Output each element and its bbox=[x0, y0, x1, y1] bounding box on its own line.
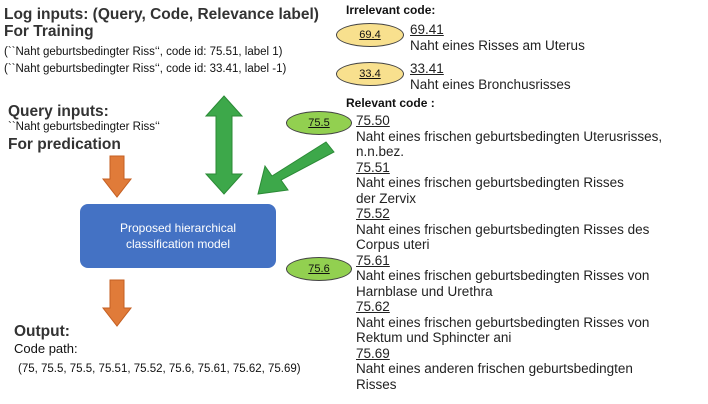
output-heading: Output: bbox=[14, 323, 70, 340]
relevant-desc-line: der Zervix bbox=[356, 190, 417, 206]
irrelevant-desc-1: Naht eines Risses am Uterus bbox=[410, 37, 585, 53]
irrelevant-item-2: 33.41 Naht eines Bronchusrisses bbox=[410, 61, 571, 92]
relevant-code: 75.62 bbox=[356, 299, 390, 314]
relevant-item: 75.51 Naht eines frischen geburtsbedingt… bbox=[356, 160, 662, 207]
relevant-desc-line: Rektum und Sphincter ani bbox=[356, 330, 512, 345]
relevant-item: 75.61 Naht eines frischen geburtsbedingt… bbox=[356, 253, 662, 300]
relevant-code: 75.50 bbox=[356, 113, 390, 128]
irrelevant-code-2: 33.41 bbox=[410, 61, 444, 76]
orange-arrow-to-output bbox=[101, 279, 133, 327]
relevant-desc-line: Corpus uteri bbox=[356, 237, 430, 252]
green-arrow-to-model bbox=[257, 141, 335, 195]
query-heading: Query inputs: bbox=[8, 103, 109, 120]
relevant-desc-line: Naht eines frischen geburtsbedingten Ute… bbox=[356, 128, 663, 144]
irrelevant-desc-2: Naht eines Bronchusrisses bbox=[410, 76, 571, 92]
relevant-code: 75.61 bbox=[356, 252, 390, 268]
orange-arrow-to-model bbox=[101, 155, 133, 198]
relevant-code: 75.52 bbox=[356, 206, 390, 221]
relevant-item: 75.69 Naht eines anderen frischen geburt… bbox=[356, 346, 662, 393]
irrelevant-item-1: 69.41 Naht eines Risses am Uterus bbox=[410, 22, 585, 53]
irrelevant-title: Irrelevant code: bbox=[346, 3, 436, 17]
relevant-desc-line: Naht eines frischen geburtsbedingten Ris… bbox=[356, 314, 650, 330]
relevant-code: 75.69 bbox=[356, 345, 390, 361]
model-label-line2: classification model bbox=[125, 237, 231, 251]
prediction-heading: For predication bbox=[8, 136, 121, 153]
query-text: ``Naht geburtsbedingter Riss‘‘ bbox=[8, 121, 160, 133]
model-box: Proposed hierarchical classification mod… bbox=[80, 204, 276, 268]
relevant-item: 75.62 Naht eines frischen geburtsbedingt… bbox=[356, 299, 662, 346]
relevant-desc-line: Naht eines frischen geburtsbedingten Ris… bbox=[356, 268, 650, 283]
relevant-list: 75.50 Naht eines frischen geburtsbedingt… bbox=[356, 113, 662, 392]
relevant-item: 75.50 Naht eines frischen geburtsbedingt… bbox=[356, 113, 662, 160]
training-heading: Log inputs: (Query, Code, Relevance labe… bbox=[4, 6, 319, 23]
relevant-desc-line: n.n.bez. bbox=[356, 144, 405, 159]
relevant-badge-75-5: 75.5 bbox=[286, 111, 352, 135]
output-code-path: (75, 75.5, 75.5, 75.51, 75.52, 75.6, 75.… bbox=[18, 363, 301, 375]
relevant-desc-line: Naht eines frischen geburtsbedingten Ris… bbox=[356, 175, 624, 190]
irrelevant-badge-2: 33.4 bbox=[336, 62, 404, 86]
relevant-desc-line: Naht eines anderen frischen geburtsbedin… bbox=[356, 361, 633, 376]
training-subheading: For Training bbox=[4, 23, 94, 40]
relevant-desc-line: Harnblase und Urethra bbox=[356, 283, 493, 299]
irrelevant-badge-1: 69.4 bbox=[336, 23, 404, 47]
relevant-desc-line: Naht eines frischen geburtsbedingten Ris… bbox=[356, 221, 650, 237]
relevant-badge-75-6: 75.6 bbox=[286, 257, 352, 281]
relevant-code: 75.51 bbox=[356, 159, 390, 175]
output-path-label: Code path: bbox=[14, 341, 78, 356]
model-label-line1: Proposed hierarchical bbox=[119, 221, 237, 235]
training-example-2: (``Naht geburtsbedingter Riss‘‘, code id… bbox=[4, 63, 287, 75]
green-double-arrow bbox=[204, 95, 244, 195]
irrelevant-code-1: 69.41 bbox=[410, 22, 444, 37]
relevant-title: Relevant code : bbox=[346, 96, 435, 110]
relevant-desc-line: Risses bbox=[356, 376, 397, 392]
relevant-item: 75.52 Naht eines frischen geburtsbedingt… bbox=[356, 206, 662, 253]
training-example-1: (``Naht geburtsbedingter Riss‘‘, code id… bbox=[4, 46, 283, 58]
